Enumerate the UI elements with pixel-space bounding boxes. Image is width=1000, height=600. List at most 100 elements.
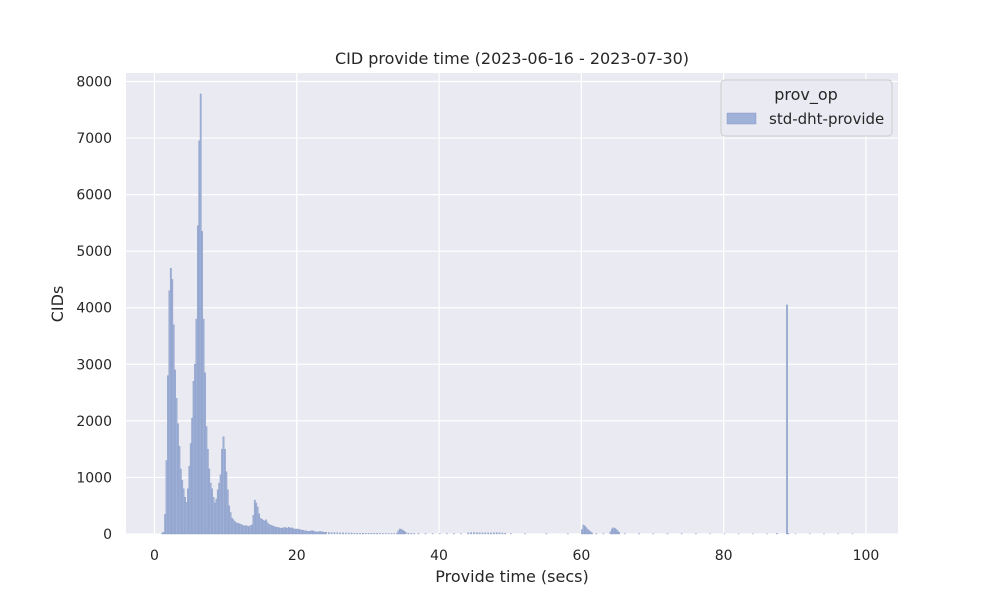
histogram-bar (481, 532, 484, 535)
histogram-bar (384, 533, 387, 535)
histogram-bar (233, 521, 236, 535)
histogram-bar (187, 488, 189, 535)
histogram-bar (613, 528, 616, 535)
histogram-bar (172, 324, 175, 535)
histogram-bar (585, 527, 588, 535)
histogram-bar (305, 530, 307, 535)
histogram-bar (300, 529, 303, 535)
histogram-bar (201, 231, 204, 535)
histogram-bar (344, 532, 347, 535)
histogram-bar (205, 426, 208, 535)
histogram-bar (269, 524, 272, 535)
histogram-bar (390, 533, 393, 535)
histogram-bar (339, 532, 342, 535)
histogram-bar (490, 532, 492, 535)
histogram-bar (214, 502, 216, 535)
x-axis-title: Provide time (secs) (435, 567, 588, 586)
histogram-bar (333, 532, 336, 535)
histogram-bar (165, 460, 168, 535)
histogram-bar (189, 443, 192, 535)
histogram-bar (290, 527, 293, 535)
histogram-bar (202, 318, 205, 535)
histogram-bar (475, 532, 478, 535)
y-tick-label: 2000 (76, 414, 112, 430)
histogram-bar (586, 529, 589, 535)
histogram-bar (356, 532, 359, 535)
histogram-bar (292, 528, 295, 535)
legend-frame (720, 79, 893, 137)
histogram-bar (164, 514, 167, 535)
histogram-bar (501, 532, 504, 535)
histogram-bar (312, 530, 315, 535)
histogram-bar (285, 527, 287, 535)
histogram-bar (167, 375, 169, 535)
histogram-bar (258, 513, 260, 535)
histogram-bar (362, 532, 364, 535)
histogram-bar (611, 528, 613, 535)
histogram-bar (336, 532, 339, 535)
histogram-bar (615, 529, 618, 535)
histogram-bar (381, 533, 384, 535)
histogram-bar (182, 488, 185, 535)
y-tick-label: 3000 (76, 357, 112, 373)
histogram-bar (219, 474, 222, 535)
histogram-bar (226, 489, 229, 535)
histogram-bar (367, 533, 370, 535)
histogram-bar (245, 525, 248, 535)
histogram-bar (239, 523, 242, 535)
histogram-bar (229, 512, 232, 535)
legend-title: prov_op (774, 85, 838, 105)
histogram-bar (589, 531, 592, 535)
histogram-bar (353, 532, 356, 535)
histogram-bar (315, 531, 317, 535)
histogram-bar (278, 527, 280, 535)
histogram-bar (248, 526, 250, 535)
histogram-bar (396, 532, 398, 535)
histogram-bar (403, 530, 406, 535)
y-axis-title: CIDs (48, 286, 67, 323)
y-tick-label: 0 (103, 527, 112, 543)
histogram-bar (273, 526, 276, 535)
histogram-bar (249, 525, 252, 535)
histogram-bar (280, 528, 283, 535)
histogram-bar (194, 364, 196, 535)
histogram-bar (232, 519, 235, 535)
plot-area (126, 73, 898, 534)
histogram-bar (376, 533, 379, 535)
grid-lines (126, 73, 898, 535)
histogram-bar (198, 140, 201, 535)
legend: prov_op std-dht-provide (720, 79, 893, 137)
histogram-bar (299, 529, 302, 535)
histogram-bar (399, 528, 401, 535)
histogram-bar (215, 498, 218, 535)
x-tick-label: 20 (288, 548, 306, 564)
histogram-bar (609, 531, 612, 535)
histogram-bar (216, 489, 219, 535)
histogram-bar (470, 532, 472, 535)
histogram-bar (178, 446, 181, 535)
histogram-bar (174, 369, 176, 535)
histogram-bar (224, 448, 226, 535)
x-tick-label: 0 (150, 548, 159, 564)
histogram-bar (282, 527, 285, 535)
histogram-bar (319, 531, 322, 535)
histogram-bar (222, 436, 225, 535)
histogram-bar (342, 532, 344, 535)
histogram-bar (161, 532, 164, 535)
histogram-bar (268, 524, 270, 535)
histogram-bar (256, 506, 259, 535)
y-tick-label: 6000 (76, 188, 112, 204)
histogram-bar (303, 530, 306, 535)
histogram-bar (302, 530, 305, 535)
histogram-bar (208, 468, 211, 535)
histogram-bar (787, 533, 790, 535)
y-axis-ticks: 0 1000 2000 3000 4000 5000 6000 7000 8000 (76, 74, 112, 543)
histogram-bar (192, 381, 195, 535)
histogram-bar (588, 530, 591, 535)
histogram-bar (211, 488, 213, 535)
histogram-bar (195, 318, 198, 535)
histogram-bar (397, 530, 400, 535)
x-tick-label: 100 (853, 548, 880, 564)
histogram-bar (272, 525, 275, 535)
